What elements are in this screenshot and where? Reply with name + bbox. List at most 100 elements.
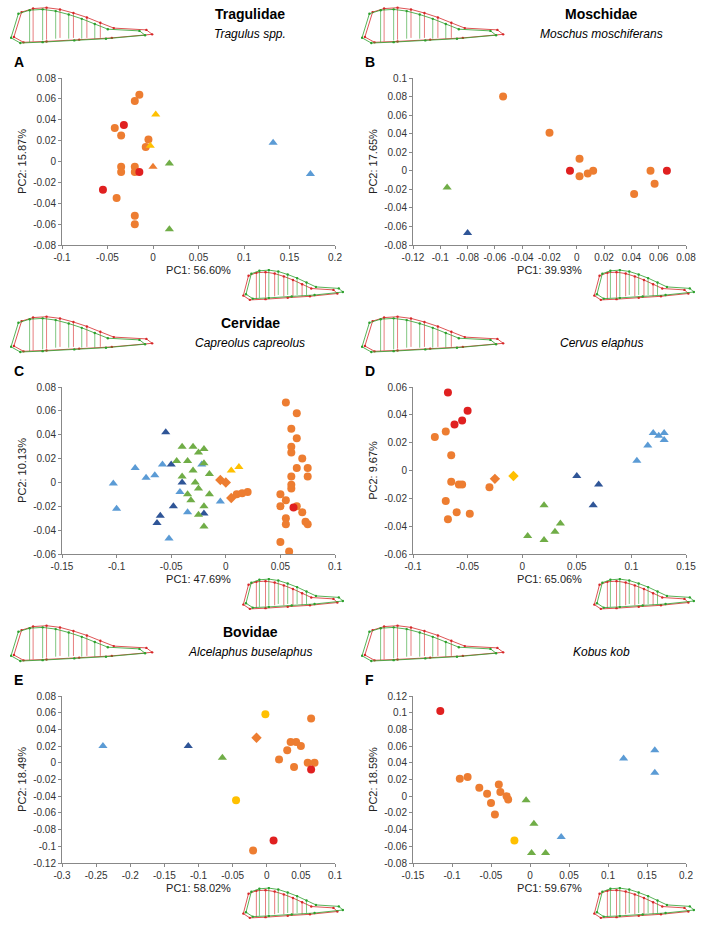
svg-text:0: 0 [150,252,156,263]
svg-text:0.05: 0.05 [271,561,291,572]
svg-text:0.2: 0.2 [679,870,693,881]
svg-text:0.12: 0.12 [388,691,408,702]
svg-text:0.06: 0.06 [37,93,57,104]
svg-text:PC2: 18.49%: PC2: 18.49% [16,747,28,812]
svg-text:-0.06: -0.06 [484,252,507,263]
svg-text:-0.1: -0.1 [443,870,461,881]
svg-text:-0.04: -0.04 [33,791,56,802]
svg-text:PC1: 47.69%: PC1: 47.69% [166,573,231,585]
svg-text:0.02: 0.02 [388,437,408,448]
svg-text:0.1: 0.1 [328,870,342,881]
svg-text:Tragulus spp.: Tragulus spp. [214,27,286,41]
svg-text:Kobus kob: Kobus kob [573,645,630,659]
svg-text:-0.02: -0.02 [33,177,56,188]
svg-text:0.08: 0.08 [37,73,57,84]
svg-text:0.2: 0.2 [328,252,342,263]
svg-text:-0.15: -0.15 [402,870,425,881]
svg-text:0.08: 0.08 [388,91,408,102]
svg-text:0: 0 [264,870,270,881]
svg-text:0.08: 0.08 [37,691,57,702]
svg-text:-0.05: -0.05 [160,561,183,572]
svg-text:-0.05: -0.05 [480,870,503,881]
svg-text:-0.06: -0.06 [33,219,56,230]
svg-text:PC1: 56.60%: PC1: 56.60% [166,264,231,276]
svg-text:-0.04: -0.04 [384,521,407,532]
svg-text:-0.02: -0.02 [538,252,561,263]
svg-text:-0.2: -0.2 [122,870,140,881]
svg-text:PC2: 9.67%: PC2: 9.67% [367,441,379,500]
svg-text:0.1: 0.1 [393,73,407,84]
svg-text:Moschus moschiferans: Moschus moschiferans [540,27,663,41]
svg-text:-0.08: -0.08 [384,240,407,251]
svg-text:-0.12: -0.12 [33,858,56,869]
svg-text:-0.1: -0.1 [404,561,422,572]
svg-text:-0.05: -0.05 [221,870,244,881]
svg-text:0.05: 0.05 [559,870,579,881]
svg-text:A: A [14,54,24,70]
svg-text:-0.06: -0.06 [384,221,407,232]
svg-text:0.1: 0.1 [393,707,407,718]
svg-text:0.06: 0.06 [388,110,408,121]
svg-text:0.02: 0.02 [594,252,614,263]
svg-text:Tragulidae: Tragulidae [215,6,285,22]
svg-text:0.08: 0.08 [37,382,57,393]
svg-text:0: 0 [527,870,533,881]
svg-text:PC1: 59.67%: PC1: 59.67% [517,882,582,894]
svg-text:0.06: 0.06 [37,405,57,416]
svg-text:-0.04: -0.04 [384,824,407,835]
svg-text:-0.15: -0.15 [153,870,176,881]
svg-text:-0.02: -0.02 [33,774,56,785]
svg-text:PC2: 18.59%: PC2: 18.59% [367,747,379,812]
svg-text:0.05: 0.05 [291,870,311,881]
svg-text:-0.08: -0.08 [33,240,56,251]
svg-text:F: F [365,672,374,688]
svg-text:0: 0 [401,465,407,476]
svg-text:-0.04: -0.04 [33,525,56,536]
svg-text:0.1: 0.1 [237,252,251,263]
svg-text:-0.1: -0.1 [108,561,126,572]
svg-text:0.1: 0.1 [601,870,615,881]
svg-text:0: 0 [223,561,229,572]
svg-text:0: 0 [519,561,525,572]
svg-text:0.02: 0.02 [37,135,57,146]
svg-text:0.04: 0.04 [37,429,57,440]
svg-text:-0.1: -0.1 [53,252,71,263]
svg-text:Alcelaphus buselaphus: Alcelaphus buselaphus [188,645,312,659]
svg-text:PC1: 58.02%: PC1: 58.02% [166,882,231,894]
svg-text:Cervidae: Cervidae [221,315,280,331]
svg-text:D: D [365,363,375,379]
svg-text:0.1: 0.1 [328,561,342,572]
svg-text:-0.02: -0.02 [384,184,407,195]
svg-text:0: 0 [574,252,580,263]
svg-text:0.04: 0.04 [388,128,408,139]
svg-text:-0.25: -0.25 [85,870,108,881]
svg-text:0.04: 0.04 [37,114,57,125]
svg-text:0.15: 0.15 [637,870,657,881]
svg-text:-0.15: -0.15 [51,561,74,572]
svg-text:0.06: 0.06 [37,707,57,718]
svg-text:-0.06: -0.06 [384,549,407,560]
svg-text:-0.1: -0.1 [432,252,450,263]
svg-text:0.06: 0.06 [388,741,408,752]
svg-text:-0.08: -0.08 [456,252,479,263]
svg-text:PC2: 10.13%: PC2: 10.13% [16,438,28,503]
svg-text:-0.08: -0.08 [384,858,407,869]
svg-text:PC2: 17.65%: PC2: 17.65% [367,129,379,194]
svg-text:0.08: 0.08 [676,252,696,263]
svg-text:-0.05: -0.05 [456,561,479,572]
svg-text:0.02: 0.02 [388,774,408,785]
svg-text:Bovidae: Bovidae [223,624,278,640]
svg-text:0.02: 0.02 [388,147,408,158]
svg-text:0.04: 0.04 [388,757,408,768]
svg-text:PC1: 65.06%: PC1: 65.06% [517,573,582,585]
svg-text:PC1: 39.93%: PC1: 39.93% [517,264,582,276]
svg-text:0.15: 0.15 [676,561,696,572]
svg-text:-0.1: -0.1 [39,841,57,852]
svg-text:-0.1: -0.1 [190,870,208,881]
svg-text:0.04: 0.04 [388,409,408,420]
svg-text:-0.3: -0.3 [53,870,71,881]
svg-text:-0.02: -0.02 [384,807,407,818]
svg-text:0.1: 0.1 [624,561,638,572]
svg-text:Cervus elaphus: Cervus elaphus [560,336,643,350]
svg-text:0.06: 0.06 [388,382,408,393]
